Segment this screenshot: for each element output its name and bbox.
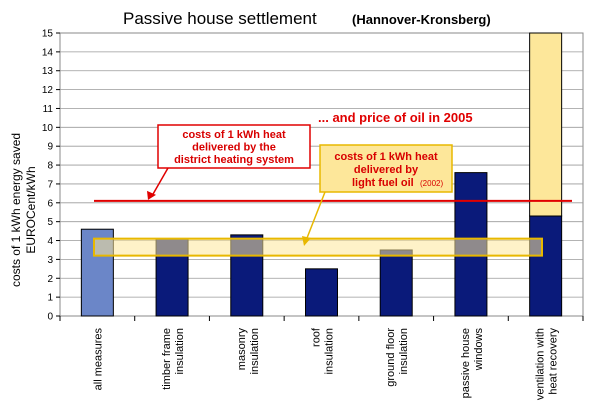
y-tick-label: 7 (47, 179, 53, 190)
x-category-label: insulation (324, 328, 336, 374)
bar (379, 249, 413, 317)
light-fuel-oil-label: delivered by (354, 164, 419, 176)
light-fuel-oil-band (93, 237, 543, 257)
x-categories: all measures timber frame insulation masonr… (92, 327, 559, 400)
y-axis-label-line1: costs of 1 kWh energy saved (9, 133, 23, 287)
y-tick-label: 2 (47, 274, 53, 285)
light-fuel-oil-label: light fuel oil (352, 177, 414, 189)
y-tick-label: 5 (47, 217, 53, 228)
light-fuel-oil-year-label: (2002) (420, 179, 443, 188)
y-tick-label: 9 (47, 142, 53, 153)
x-category-label: heat recovery (548, 328, 560, 395)
y-tick-label: 1 (47, 293, 53, 304)
y-tick-label: 6 (47, 198, 53, 209)
light-fuel-oil-box (319, 144, 453, 193)
y-tick-label: 15 (42, 29, 54, 40)
x-category-label: passive house (460, 328, 472, 398)
light-fuel-oil-arrowhead (302, 236, 311, 246)
y-tick-label: 0 (47, 312, 53, 323)
y-tick-label: 13 (42, 66, 54, 77)
light-fuel-oil-label: costs of 1 kWh heat (334, 151, 438, 163)
x-category-label: timber frame (161, 328, 173, 390)
light-fuel-oil-arrow (306, 191, 326, 239)
oil-price-2005-label: ... and price of oil in 2005 (318, 110, 473, 125)
x-category-label: roof (311, 327, 323, 347)
chart-title: Passive house settlement (123, 9, 317, 28)
x-category-label: insulation (398, 328, 410, 374)
district-heating-arrow (151, 167, 169, 197)
y-tick-label: 14 (42, 47, 54, 58)
chart-subtitle: (Hannover-Kronsberg) (352, 12, 491, 27)
x-category-label: ventilation with (535, 328, 547, 400)
x-category-label: ground floor (385, 328, 397, 387)
district-heating-arrowhead (147, 190, 156, 200)
bar (529, 215, 563, 317)
bar (305, 268, 338, 317)
x-category-label: windows (473, 328, 485, 372)
y-tick-label: 8 (47, 161, 53, 172)
y-tick-label: 12 (42, 85, 54, 96)
district-heating-label: district heating system (174, 154, 294, 166)
y-tick-label: 3 (47, 255, 53, 266)
x-category-label: all measures (92, 328, 104, 391)
bar-upper-segment (529, 32, 563, 217)
district-heating-box (157, 124, 311, 169)
y-tick-label: 10 (42, 123, 54, 134)
y-tick-label: 4 (47, 236, 53, 247)
y-axis-label-line2: EUROCent/kWh (24, 166, 38, 253)
x-category-label: insulation (249, 328, 261, 374)
district-heating-label: delivered by the (192, 142, 276, 154)
x-category-label: insulation (174, 328, 186, 374)
x-category-label: masonry (236, 328, 248, 371)
axes (59, 316, 584, 321)
y-tick-label: 11 (43, 104, 54, 115)
district-heating-label: costs of 1 kWh heat (182, 129, 286, 141)
